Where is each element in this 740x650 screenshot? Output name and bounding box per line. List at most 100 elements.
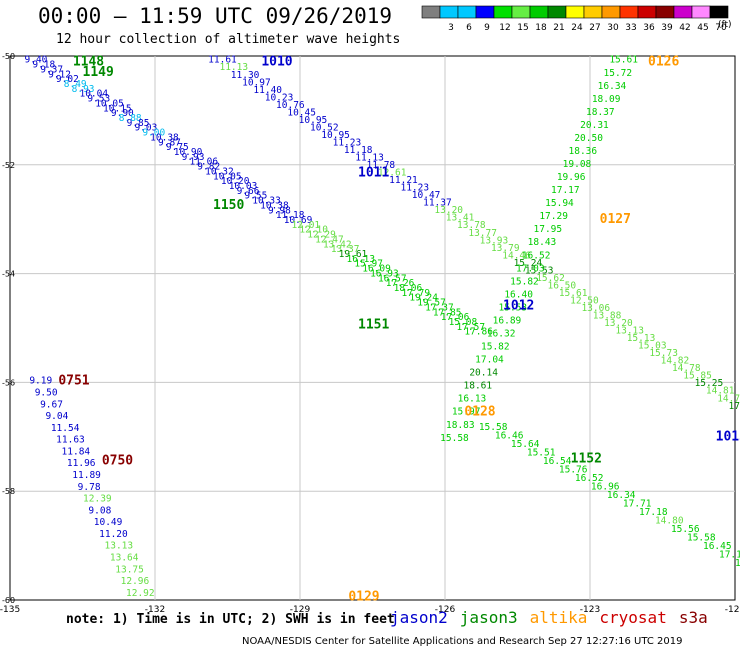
swh-value: 14.46 xyxy=(502,250,531,261)
color-scale-swatch xyxy=(475,5,495,19)
swh-value: 11.23 xyxy=(400,183,429,194)
swh-value: 9.00 xyxy=(142,128,165,139)
pass-label: 1151 xyxy=(358,318,389,333)
swh-value: 9.67 xyxy=(40,399,63,410)
swh-value: 18.36 xyxy=(569,146,598,157)
swh-value: 11.96 xyxy=(67,458,96,469)
credit-line: NOAA/NESDIS Center for Satellite Applica… xyxy=(242,636,683,647)
swh-value: 11.13 xyxy=(219,62,248,73)
color-scale-swatch xyxy=(421,5,441,19)
color-scale-label: 21 xyxy=(553,23,564,33)
swh-value: 17.18 xyxy=(639,507,668,518)
swh-value: 9.12 xyxy=(48,69,71,80)
swh-value: 10.45 xyxy=(287,107,316,118)
swh-value: 18.61 xyxy=(464,381,493,392)
pass-label: 1148 xyxy=(73,54,104,69)
swh-value: 15.25 xyxy=(695,378,724,389)
swh-value: 10.03 xyxy=(229,181,258,192)
swh-value: 12.47 xyxy=(315,234,344,245)
swh-value: 9.03 xyxy=(134,123,157,134)
swh-value: 20.50 xyxy=(574,133,603,144)
swh-value: 15.82 xyxy=(510,276,539,287)
color-scale-swatch xyxy=(493,5,513,19)
swh-value: 16.57 xyxy=(378,273,407,284)
color-scale-label: 9 xyxy=(484,23,490,33)
swh-value: 13.20 xyxy=(604,318,633,329)
swh-value: 18.09 xyxy=(592,94,621,105)
x-tick-label: -132 xyxy=(145,605,165,615)
swh-value: 11.18 xyxy=(344,145,373,156)
swh-value: 16.52 xyxy=(522,250,551,261)
swh-value: 13.79 xyxy=(491,243,520,254)
color-scale-swatch xyxy=(673,5,693,19)
swh-value: 15.13 xyxy=(627,333,656,344)
swh-value: 16.09 xyxy=(362,264,391,275)
swh-value: 15.73 xyxy=(649,348,678,359)
swh-value: 17.03 xyxy=(516,263,545,274)
color-scale-swatch xyxy=(601,5,621,19)
swh-value: 8.49 xyxy=(64,79,87,90)
swh-value: 17.16 xyxy=(719,549,740,560)
swh-value: 12.10 xyxy=(299,225,328,236)
swh-value: 15.97 xyxy=(452,407,481,418)
pass-label: 0129 xyxy=(348,590,379,605)
swh-value: 19.24 xyxy=(409,293,438,304)
swh-value: 19.57 xyxy=(417,298,446,309)
color-scale-swatch xyxy=(655,5,675,19)
swh-value: 11.78 xyxy=(367,160,396,171)
swh-value: 9.98 xyxy=(268,205,291,216)
swh-value: 9.18 xyxy=(32,60,55,71)
swh-value: 11.18 xyxy=(276,210,305,221)
swh-value: 17.17 xyxy=(551,185,580,196)
swh-value: 15.58 xyxy=(687,532,716,543)
swh-value: 15.53 xyxy=(499,302,528,313)
pass-label: 0126 xyxy=(648,54,679,69)
swh-value: 15.58 xyxy=(479,422,508,433)
pass-label: 0751 xyxy=(58,374,89,389)
swh-value: 11.61 xyxy=(208,55,237,66)
swh-value: 16.40 xyxy=(504,289,533,300)
page-title: 00:00 – 11:59 UTC 09/26/2019 xyxy=(38,4,393,28)
swh-value: 15.61 xyxy=(559,288,588,299)
swh-value: 10.97 xyxy=(242,77,271,88)
swh-value: 16.96 xyxy=(591,481,620,492)
swh-value: 15.85 xyxy=(683,371,712,382)
swh-value: 13.77 xyxy=(468,228,497,239)
swh-value: 19.08 xyxy=(563,159,592,170)
x-tick-label: -126 xyxy=(435,605,456,615)
swh-value: 13.20 xyxy=(434,205,463,216)
swh-value: 17.37 xyxy=(425,302,454,313)
swh-value: 20.14 xyxy=(469,368,498,379)
swh-value: 11.54 xyxy=(51,423,80,434)
color-scale-swatch xyxy=(547,5,567,19)
swh-value: 10.05 xyxy=(95,98,124,109)
swh-value: 18.83 xyxy=(446,420,475,431)
swh-value: 15.51 xyxy=(527,447,556,458)
swh-value: 13.37 xyxy=(331,244,360,255)
y-tick-label: -58 xyxy=(2,487,15,496)
pass-label: 1149 xyxy=(83,65,114,80)
color-scale-label: 27 xyxy=(589,23,600,33)
swh-value: 15.56 xyxy=(671,524,700,535)
swh-value: 9.55 xyxy=(244,191,267,202)
legend-jason3: jason3 xyxy=(459,608,518,627)
swh-value: 15.82 xyxy=(481,342,510,353)
swh-value: 9.19 xyxy=(29,376,52,387)
swh-value: 16.54 xyxy=(543,456,572,467)
swh-value: 17.29 xyxy=(539,211,568,222)
swh-value: 9.82 xyxy=(197,162,220,173)
swh-value: 15.64 xyxy=(511,439,540,450)
swh-value: 9.02 xyxy=(56,74,79,85)
color-scale-swatch xyxy=(439,5,459,19)
pass-label: 1012 xyxy=(503,299,534,314)
swh-value: 14.78 xyxy=(672,363,701,374)
pass-label: 0128 xyxy=(464,405,495,420)
pass-label: 1150 xyxy=(213,198,244,213)
color-scale-swatch xyxy=(709,5,729,19)
color-scale-label: 15 xyxy=(517,23,528,33)
color-scale-swatch xyxy=(637,5,657,19)
swh-value: 10.69 xyxy=(284,215,313,226)
swh-value: 11.40 xyxy=(253,85,282,96)
swh-value: 14.80 xyxy=(655,515,684,526)
legend-s3a: s3a xyxy=(678,608,708,627)
